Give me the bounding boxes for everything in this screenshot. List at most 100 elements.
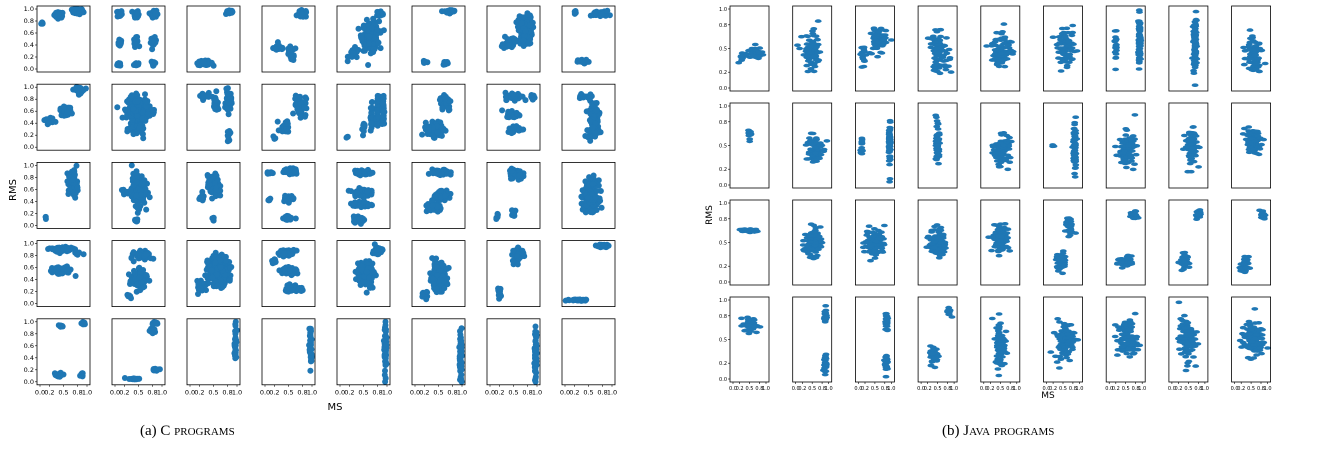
data-point bbox=[74, 184, 81, 191]
subplot-frame bbox=[561, 318, 616, 386]
data-point bbox=[224, 85, 231, 92]
data-point bbox=[508, 130, 515, 137]
subplot-frame bbox=[36, 5, 91, 73]
x-tick-label: 0.5 bbox=[283, 388, 293, 396]
data-point bbox=[532, 328, 539, 335]
data-point bbox=[374, 8, 381, 15]
data-point bbox=[383, 342, 390, 348]
y-tick-label: 0.0 bbox=[24, 221, 34, 229]
data-point bbox=[516, 172, 523, 179]
data-point bbox=[287, 267, 293, 274]
data-point bbox=[133, 192, 140, 199]
data-point bbox=[293, 247, 300, 254]
data-point bbox=[143, 206, 150, 213]
data-point bbox=[370, 46, 377, 52]
data-point bbox=[206, 177, 213, 184]
subplot-a-r4-c4: 0.0 0.2 0.5 0.8 1.0 bbox=[335, 318, 392, 396]
data-point bbox=[76, 10, 82, 17]
data-point bbox=[207, 188, 214, 195]
data-point bbox=[502, 33, 508, 40]
data-point bbox=[271, 135, 278, 142]
data-point bbox=[509, 257, 516, 264]
data-point bbox=[275, 127, 282, 134]
y-tick-label: 0.6 bbox=[24, 185, 34, 193]
data-point bbox=[380, 114, 387, 121]
y-axis-label: RMS bbox=[8, 179, 19, 201]
data-point bbox=[132, 203, 139, 210]
data-point bbox=[423, 288, 430, 295]
y-tick-label: 0.4 bbox=[24, 197, 34, 205]
data-point bbox=[364, 188, 371, 195]
x-tick-label: 1.0 bbox=[232, 388, 242, 396]
data-point bbox=[431, 134, 437, 141]
data-point bbox=[439, 262, 446, 269]
data-point bbox=[217, 264, 224, 271]
data-point bbox=[69, 176, 76, 183]
data-point bbox=[72, 273, 79, 279]
subplot-a-r3-c0: 0.00.20.40.60.81.0 bbox=[24, 240, 91, 308]
y-tick-label: 0.2 bbox=[24, 288, 34, 296]
data-point bbox=[520, 43, 527, 49]
x-tick-label: 0.2 bbox=[344, 388, 354, 396]
data-point bbox=[361, 198, 368, 205]
data-point bbox=[130, 249, 137, 256]
subplot-frame bbox=[261, 5, 316, 73]
data-point bbox=[508, 175, 514, 182]
y-tick-label: 0.8 bbox=[24, 252, 34, 260]
data-point bbox=[592, 129, 599, 136]
subplot-a-r2-c3 bbox=[261, 161, 316, 229]
data-point bbox=[579, 206, 586, 213]
y-tick-label: 1.0 bbox=[24, 240, 34, 248]
data-point bbox=[497, 288, 503, 295]
y-tick-label: 0.8 bbox=[24, 95, 34, 103]
data-point bbox=[373, 247, 380, 254]
data-point bbox=[419, 131, 426, 138]
data-point bbox=[202, 272, 209, 279]
data-point bbox=[290, 110, 297, 117]
y-tick-label: 0.4 bbox=[24, 41, 34, 49]
data-point bbox=[509, 207, 515, 214]
data-point bbox=[143, 251, 150, 258]
data-point bbox=[531, 94, 538, 101]
data-point bbox=[598, 204, 605, 211]
data-point bbox=[499, 107, 506, 114]
data-point bbox=[425, 126, 432, 133]
data-point bbox=[380, 95, 387, 102]
data-point bbox=[75, 87, 82, 94]
x-tick-label: 1.0 bbox=[82, 388, 92, 396]
subplot-a-r0-c4 bbox=[336, 5, 391, 73]
data-point bbox=[360, 128, 367, 135]
subplot-frame bbox=[486, 5, 541, 73]
subplot-a-r3-c2 bbox=[186, 240, 241, 308]
subplot-a-r1-c4 bbox=[336, 83, 391, 151]
data-point bbox=[498, 43, 505, 50]
data-point bbox=[152, 319, 159, 326]
data-point bbox=[438, 171, 445, 178]
y-tick-label: 1.0 bbox=[24, 318, 34, 326]
data-point bbox=[114, 104, 121, 111]
data-point bbox=[522, 28, 529, 35]
data-point bbox=[117, 12, 124, 19]
data-point bbox=[350, 50, 357, 57]
data-point bbox=[135, 60, 142, 67]
subplot-a-r0-c5 bbox=[411, 5, 466, 73]
x-tick-label: 0.2 bbox=[569, 388, 579, 396]
data-point bbox=[532, 353, 539, 360]
data-point bbox=[441, 285, 448, 292]
data-point bbox=[433, 285, 440, 292]
subplot-a-r4-c0: 0.00.20.40.60.81.00.0 0.2 0.5 0.8 1.0 bbox=[24, 318, 93, 397]
subplot-a-r2-c2 bbox=[186, 161, 241, 229]
data-point bbox=[344, 133, 351, 140]
data-point bbox=[295, 94, 302, 101]
data-point bbox=[369, 169, 376, 176]
data-point bbox=[509, 91, 516, 98]
data-point bbox=[593, 188, 600, 194]
subplot-a-r2-c7 bbox=[561, 161, 616, 229]
data-point bbox=[284, 216, 291, 223]
data-point bbox=[60, 103, 67, 110]
data-point bbox=[225, 99, 232, 106]
x-tick-label: 0.2 bbox=[119, 388, 129, 396]
data-point bbox=[439, 125, 446, 132]
data-point bbox=[272, 46, 279, 52]
subplot-a-r3-c5 bbox=[411, 240, 466, 308]
